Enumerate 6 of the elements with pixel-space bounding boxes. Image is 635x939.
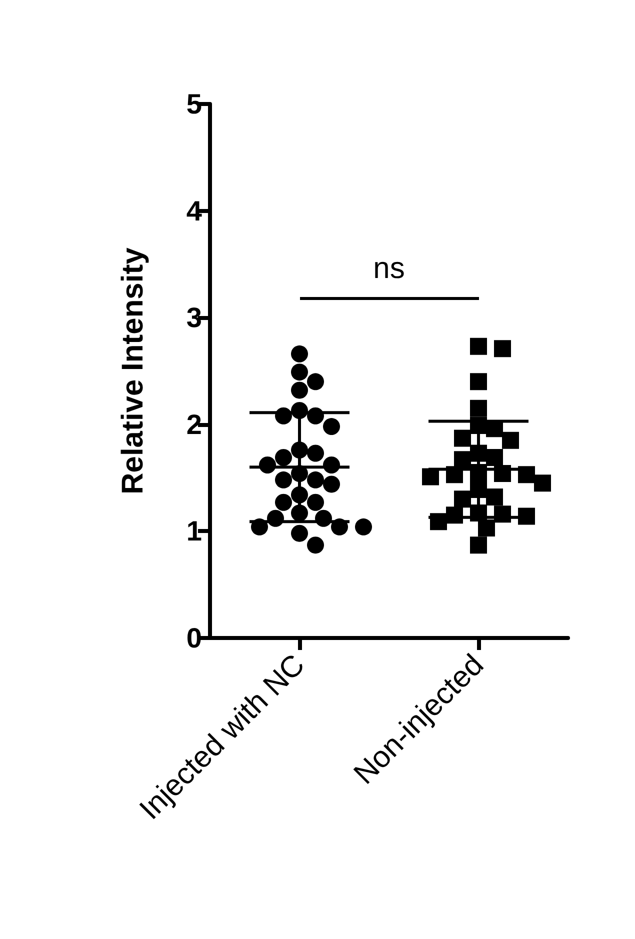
y-axis-title: Relative Intensity — [116, 247, 150, 494]
y-tick-label: 3 — [186, 302, 202, 334]
annotation: ns — [372, 252, 406, 286]
y-tick-label: 2 — [186, 408, 202, 440]
y-tick-label: 4 — [186, 195, 202, 226]
y-tick-label: 1 — [186, 516, 202, 547]
